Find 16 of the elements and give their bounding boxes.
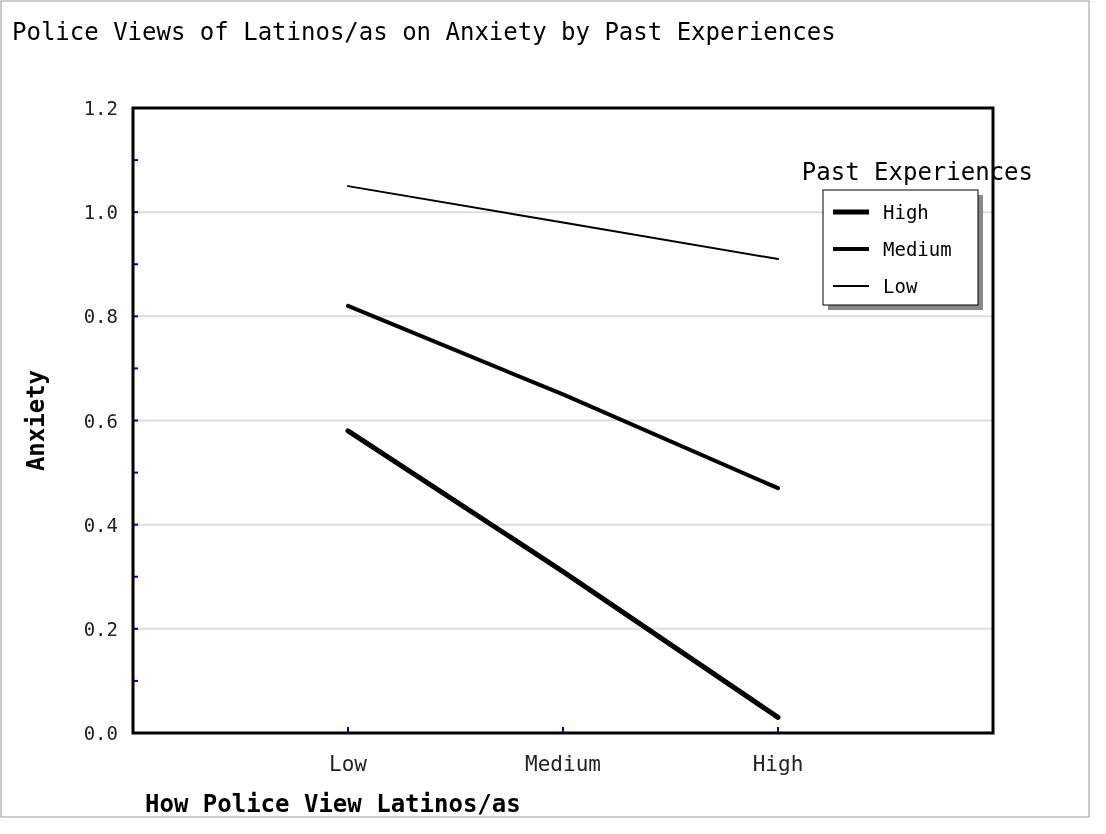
y-tick-label: 1.0 <box>83 201 118 224</box>
y-axis-title: Anxiety <box>22 369 50 472</box>
legend-label: High <box>883 201 929 223</box>
chart-title: Police Views of Latinos/as on Anxiety by Past Experiences <box>12 18 836 46</box>
y-tick-label: 0.0 <box>83 722 118 744</box>
x-tick-label: High <box>752 752 804 776</box>
legend-label: Low <box>883 275 918 297</box>
x-tick-label: Medium <box>525 752 601 776</box>
x-axis-title: How Police View Latinos/as <box>145 790 521 818</box>
y-tick-label: 0.4 <box>83 513 118 536</box>
legend-label: Medium <box>883 238 952 260</box>
y-tick-label: 0.8 <box>83 305 118 328</box>
y-tick-label: 0.2 <box>83 617 118 640</box>
y-tick-label: 1.2 <box>83 97 118 119</box>
y-tick-label: 0.6 <box>83 409 118 432</box>
x-tick-label: Low <box>329 752 368 776</box>
